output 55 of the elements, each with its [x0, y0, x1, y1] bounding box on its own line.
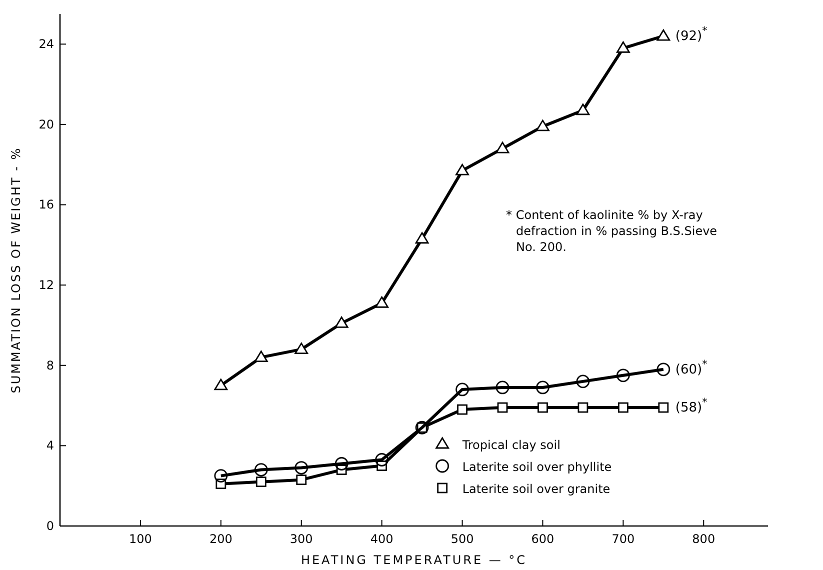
point: [456, 382, 469, 396]
point: [256, 476, 266, 488]
x-tick-label: 800: [692, 532, 716, 546]
x-tick-label: 400: [370, 532, 394, 546]
legend-label: Tropical clay soil: [461, 438, 560, 452]
y-tick-label: 4: [46, 438, 54, 453]
point: [618, 402, 628, 413]
point: [496, 380, 510, 394]
point: [214, 378, 228, 390]
x-tick-label: 300: [290, 532, 313, 546]
point: [496, 142, 510, 154]
annotation: (60)$^{*}$: [675, 358, 708, 378]
point: [538, 402, 548, 413]
point: [254, 463, 268, 476]
point: [296, 474, 307, 486]
y-tick-label: 24: [38, 37, 54, 52]
point: [536, 120, 550, 132]
point: [214, 469, 228, 483]
point: [497, 402, 508, 413]
point: [616, 368, 630, 382]
point: [656, 362, 670, 376]
point: [536, 380, 550, 394]
point: [334, 316, 348, 328]
x-axis-title: HEATING TEMPERATURE — °C: [300, 553, 528, 567]
point: [658, 402, 669, 413]
point: [415, 232, 429, 244]
point: [576, 104, 590, 116]
y-tick-label: 16: [38, 198, 54, 212]
annotation: * Content of kaolinite % by X-ray defraction in % passing B.S.Sieve No. 200.: [506, 208, 718, 254]
legend-label: Laterite soil over granite: [462, 482, 610, 496]
x-tick-label: 600: [531, 532, 554, 546]
point: [375, 296, 389, 308]
point: [456, 164, 469, 176]
point: [375, 453, 389, 466]
point: [294, 342, 308, 354]
x-tick-label: 200: [209, 532, 232, 546]
x-tick-label: 500: [450, 532, 474, 546]
point: [616, 41, 630, 53]
point: [578, 402, 588, 413]
annotation: (92)$^{*}$: [675, 25, 708, 44]
point: [656, 29, 670, 41]
y-axis-title: SUMMATION LOSS OF WEIGHT - %: [9, 146, 23, 394]
point: [576, 374, 590, 388]
point: [457, 404, 468, 415]
y-tick-label: 12: [38, 278, 54, 292]
point: [334, 457, 348, 470]
y-tick-label: 0: [46, 519, 54, 533]
x-tick-label: 700: [612, 532, 635, 546]
y-tick-label: 20: [38, 117, 54, 132]
y-tick-label: 8: [46, 358, 54, 372]
legend-label: Laterite soil over phyllite: [462, 460, 612, 474]
annotation: (58)$^{*}$: [675, 396, 708, 416]
x-tick-label: 100: [129, 532, 152, 546]
point: [254, 350, 268, 362]
point: [294, 461, 308, 474]
